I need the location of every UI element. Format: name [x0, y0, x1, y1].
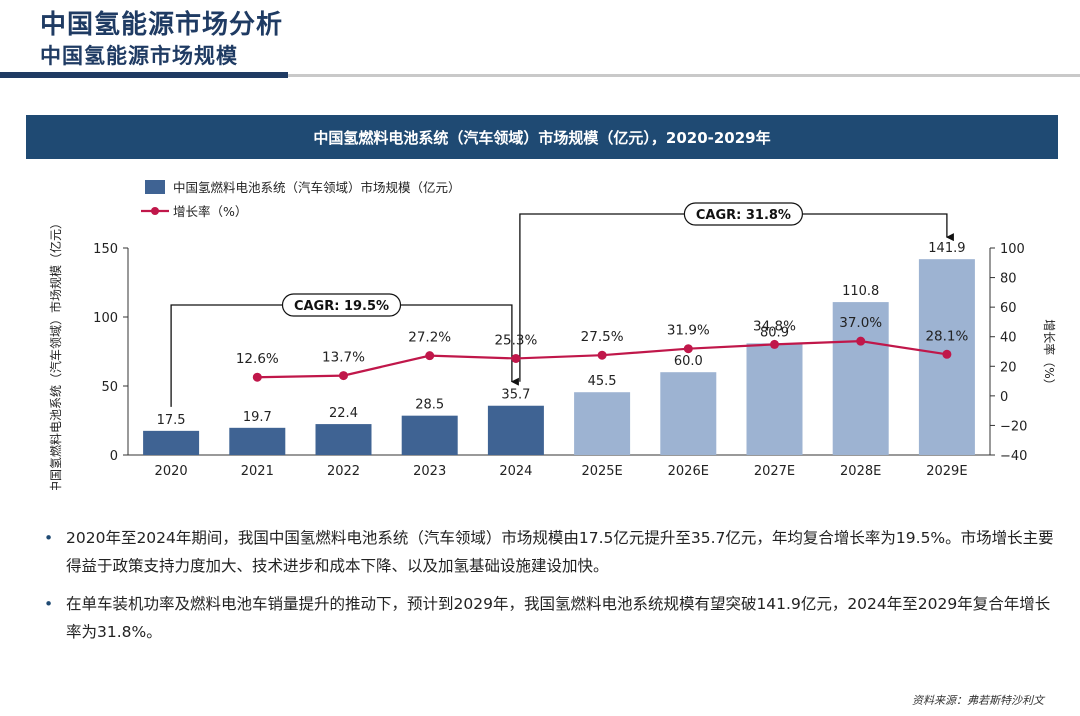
bullet-text: 2020年至2024年期间，我国中国氢燃料电池系统（汽车领域）市场规模由17.5…	[66, 529, 1054, 575]
bar	[832, 302, 889, 455]
right-axis-title: 增长率（%）	[1042, 319, 1057, 390]
title-rule	[0, 72, 288, 78]
x-tick-label: 2021	[241, 464, 274, 479]
growth-rate-point	[511, 353, 521, 363]
growth-rate-point	[425, 351, 435, 361]
x-tick-label: 2024	[499, 464, 532, 479]
bullet-list: • 2020年至2024年期间，我国中国氢燃料电池系统（汽车领域）市场规模由17…	[44, 524, 1060, 656]
legend-bar-label: 中国氢燃料电池系统（汽车领域）市场规模（亿元）	[173, 180, 461, 195]
growth-rate-label: 37.0%	[839, 315, 882, 331]
cagr-label: CAGR: 19.5%	[294, 299, 389, 314]
growth-rate-point	[339, 371, 348, 381]
bar	[401, 415, 458, 455]
growth-rate-point	[856, 336, 866, 346]
x-tick-label: 2027E	[754, 464, 795, 479]
cagr-label: CAGR: 31.8%	[696, 208, 791, 223]
x-tick-label: 2023	[413, 464, 446, 479]
left-tick-label: 150	[93, 242, 118, 257]
bar-value-label: 17.5	[157, 413, 186, 428]
x-tick-label: 2022	[327, 464, 360, 479]
bar-value-label: 141.9	[928, 241, 965, 256]
growth-rate-label: 12.6%	[236, 351, 279, 367]
bullet-marker: •	[44, 529, 54, 547]
growth-rate-label: 25.3%	[494, 332, 537, 348]
bar	[660, 372, 717, 455]
x-tick-label: 2026E	[668, 464, 709, 479]
cagr-badge	[683, 202, 804, 226]
bar-value-label: 60.0	[674, 354, 703, 369]
growth-rate-point	[770, 339, 779, 349]
growth-rate-label: 34.8%	[753, 318, 796, 334]
x-tick-label: 2020	[155, 464, 188, 479]
bar-value-label: 80.9	[760, 325, 789, 340]
growth-rate-point	[597, 350, 607, 360]
x-tick-label: 2025E	[581, 464, 622, 479]
source-note: 资料来源：弗若斯特沙利文	[912, 694, 1044, 707]
growth-rate-point	[252, 372, 262, 382]
bullet-item: • 2020年至2024年期间，我国中国氢燃料电池系统（汽车领域）市场规模由17…	[44, 524, 1060, 580]
bar-value-label: 28.5	[415, 398, 444, 413]
bullet-item: • 在单车装机功率及燃料电池车销量提升的推动下，预计到2029年，我国氢燃料电池…	[44, 590, 1060, 646]
right-tick-label: 40	[1000, 331, 1017, 346]
growth-rate-point	[942, 349, 952, 359]
growth-rate-label: 31.9%	[667, 323, 710, 339]
x-tick-label: 2028E	[840, 464, 881, 479]
bullet-text: 在单车装机功率及燃料电池车销量提升的推动下，预计到2029年，我国氢燃料电池系统…	[66, 595, 1051, 641]
bar	[746, 343, 803, 455]
left-tick-label: 100	[93, 311, 118, 326]
growth-rate-label: 27.2%	[408, 330, 451, 346]
left-tick-label: 50	[101, 380, 118, 395]
right-tick-label: 80	[1000, 272, 1017, 287]
right-tick-label: 60	[1000, 301, 1017, 316]
legend-line-marker	[151, 207, 159, 215]
bar-value-label: 19.7	[243, 410, 272, 425]
right-tick-label: 20	[1000, 360, 1017, 375]
bar-value-label: 45.5	[588, 374, 617, 389]
right-tick-label: 0	[1000, 390, 1008, 405]
bullet-marker: •	[44, 595, 54, 613]
bar	[487, 405, 544, 455]
growth-rate-label: 13.7%	[322, 350, 365, 366]
page-title: 中国氢能源市场分析	[40, 10, 284, 40]
right-tick-label: 100	[1000, 242, 1025, 257]
combo-chart: 中国氢燃料电池系统（汽车领域）市场规模（亿元） 增长率（%） 0 50 100 150 −…	[48, 180, 1057, 490]
right-tick-label: −40	[1000, 449, 1027, 464]
legend-bar-swatch	[145, 180, 165, 194]
title-rule-light	[288, 74, 1080, 77]
bar	[315, 424, 372, 455]
growth-rate-point	[683, 344, 693, 354]
cagr-badge	[281, 293, 402, 317]
left-axis-title: 中国氢燃料电池系统（汽车领域）市场规模（亿元）	[48, 217, 63, 490]
bar-value-label: 22.4	[329, 406, 358, 421]
left-tick-label: 0	[110, 449, 118, 464]
page-subtitle: 中国氢能源市场规模	[40, 44, 238, 68]
bar	[143, 430, 200, 455]
bar-value-label: 35.7	[501, 388, 530, 403]
x-tick-label: 2029E	[926, 464, 967, 479]
chart-title-banner: 中国氢燃料电池系统（汽车领域）市场规模（亿元），2020-2029年	[26, 115, 1058, 159]
bar	[229, 427, 286, 455]
bar	[574, 392, 631, 455]
legend-line-label: 增长率（%）	[173, 204, 247, 219]
right-tick-label: −20	[1000, 419, 1027, 434]
growth-rate-label: 27.5%	[581, 329, 624, 345]
growth-rate-label: 28.1%	[925, 328, 968, 344]
bar-value-label: 110.8	[842, 284, 879, 299]
